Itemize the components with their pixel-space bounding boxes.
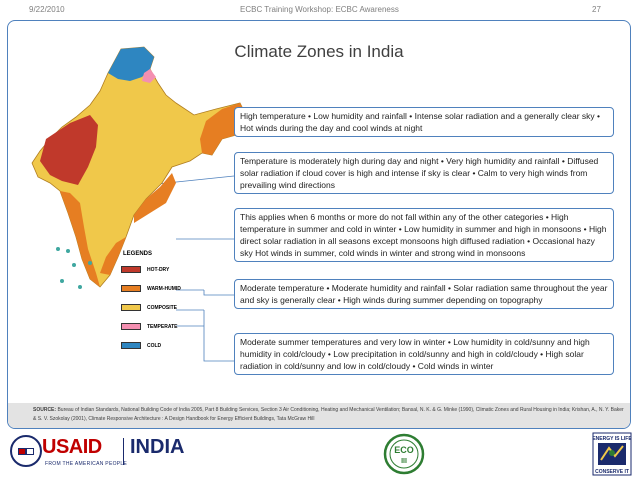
- header-date: 9/22/2010: [29, 5, 65, 14]
- legend-item-warm-humid: WARM-HUMID: [121, 285, 211, 295]
- header-title: ECBC Training Workshop: ECBC Awareness: [240, 5, 399, 14]
- legend-label: TEMPERATE: [147, 324, 178, 330]
- eco-iii-logo-icon: ECO III: [383, 433, 425, 475]
- india-climate-map: [31, 46, 249, 289]
- eco-logo-sub: III: [401, 458, 407, 465]
- header-page-number: 27: [592, 5, 601, 14]
- usaid-wordmark: USAID: [42, 436, 102, 458]
- legend-item-temperate: TEMPERATE: [121, 323, 211, 333]
- source-text: Bureau of Indian Standards, National Bui…: [33, 407, 624, 422]
- zone-description: Temperature is moderately high during da…: [240, 156, 599, 190]
- zone-box-temperate: Moderate temperature • Moderate humidity…: [234, 279, 614, 309]
- warm-humid-south: [100, 237, 126, 275]
- usaid-tagline: FROM THE AMERICAN PEOPLE: [45, 461, 128, 467]
- zone-box-warm-humid: Temperature is moderately high during da…: [234, 152, 614, 194]
- slide-title: Climate Zones in India: [234, 42, 404, 61]
- zone-box-cold: Moderate summer temperatures and very lo…: [234, 333, 614, 375]
- temperate-zone: [142, 69, 156, 83]
- source-label: SOURCE:: [33, 407, 57, 413]
- legend-swatch: [121, 285, 141, 292]
- legend-title: LEGENDS: [123, 251, 153, 257]
- source-citation: SOURCE: Bureau of Indian Standards, Nati…: [8, 403, 630, 428]
- usaid-emblem-icon: [10, 435, 42, 467]
- cold-zone: [108, 47, 154, 81]
- legend-item-hot-dry: HOT-DRY: [121, 266, 211, 276]
- legend-swatch: [121, 266, 141, 273]
- legend-label: HOT-DRY: [147, 267, 170, 273]
- legend-swatch: [121, 342, 141, 349]
- logo-divider: [123, 438, 124, 465]
- legend-swatch: [121, 304, 141, 311]
- legend-item-composite: COMPOSITE: [121, 304, 211, 314]
- eco-logo-text: ECO: [394, 445, 414, 455]
- hot-dry-zone: [40, 115, 98, 185]
- slide-header: 9/22/2010 ECBC Training Workshop: ECBC A…: [0, 0, 638, 20]
- zone-description: Moderate temperature • Moderate humidity…: [240, 283, 608, 305]
- legend-item-cold: COLD: [121, 342, 211, 352]
- warm-humid-east: [134, 173, 176, 223]
- zone-description: This applies when 6 months or more do no…: [240, 212, 607, 258]
- bee-logo-bottom-text: CONSERVE IT: [595, 469, 629, 475]
- legend-label: COLD: [147, 343, 162, 349]
- zone-box-composite: This applies when 6 months or more do no…: [234, 208, 614, 262]
- slide-panel: Climate Zones in India LEGENDS: [7, 20, 631, 429]
- usaid-logo-text: USAID: [42, 436, 102, 459]
- bee-logo-top-text: ENERGY IS LIFE: [592, 436, 632, 442]
- zone-description: High temperature • Low humidity and rain…: [240, 111, 600, 133]
- legend-label: WARM-HUMID: [147, 286, 181, 292]
- bee-logo-icon: ENERGY IS LIFE CONSERVE IT: [592, 432, 632, 476]
- zone-box-hot-dry: High temperature • Low humidity and rain…: [234, 107, 614, 137]
- india-wordmark: INDIA: [130, 436, 185, 458]
- legend-label: COMPOSITE: [147, 305, 178, 311]
- legend-swatch: [121, 323, 141, 330]
- zone-description: Moderate summer temperatures and very lo…: [240, 337, 590, 371]
